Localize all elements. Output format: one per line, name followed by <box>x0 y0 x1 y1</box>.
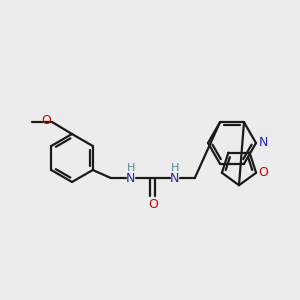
Text: O: O <box>148 197 158 211</box>
Text: O: O <box>41 115 51 128</box>
Text: O: O <box>258 166 268 179</box>
Text: N: N <box>170 172 179 184</box>
Text: H: H <box>171 163 179 173</box>
Text: H: H <box>127 163 135 173</box>
Text: N: N <box>126 172 136 184</box>
Text: N: N <box>258 136 268 149</box>
